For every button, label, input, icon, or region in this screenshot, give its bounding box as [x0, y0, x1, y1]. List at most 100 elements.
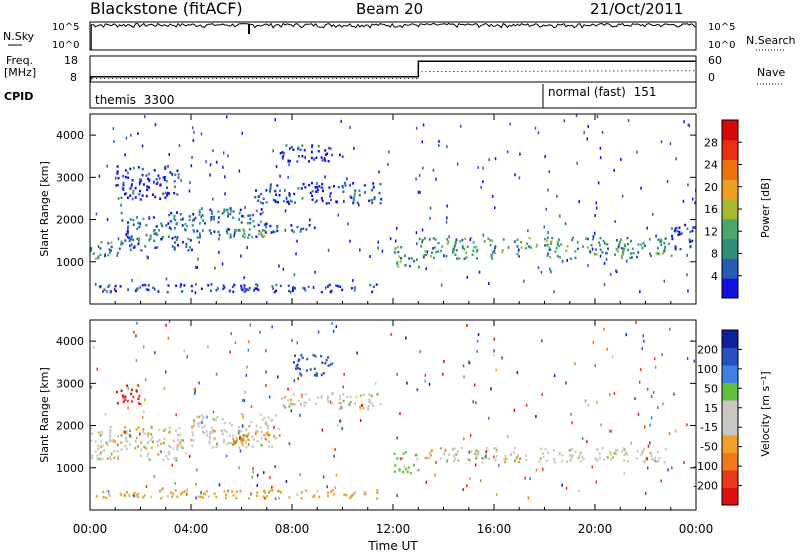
power-cell [291, 289, 294, 292]
velocity-speckle [239, 436, 241, 440]
power-cell [201, 229, 204, 232]
velocity-cell [179, 441, 182, 444]
power-cell [130, 183, 133, 186]
power-cell [518, 255, 521, 258]
power-speckle [285, 196, 288, 200]
velocity-speckle [406, 381, 408, 385]
velocity-cell [237, 429, 240, 433]
velocity-cell [146, 455, 149, 458]
power-cell [691, 229, 694, 233]
power-cell [576, 241, 579, 244]
power-cell [452, 250, 455, 253]
power-cell [257, 223, 260, 227]
velocity-speckle [256, 473, 259, 477]
power-cell [152, 286, 155, 289]
velocity-cell [348, 401, 351, 405]
power-cell [207, 284, 210, 287]
velocity-speckle [317, 330, 320, 334]
power-cell [159, 184, 162, 187]
velocity-speckle [625, 333, 627, 337]
power-colorbar-swatch [722, 258, 738, 279]
velocity-cell [364, 492, 367, 496]
power-cell [282, 152, 285, 155]
velocity-speckle [186, 355, 188, 359]
power-cell [598, 241, 601, 244]
power-cell [254, 287, 257, 290]
power-speckle [358, 203, 360, 207]
velocity-cell [295, 364, 298, 368]
velocity-speckle [265, 349, 267, 353]
velocity-cell [172, 492, 175, 496]
power-cell [90, 247, 93, 250]
velocity-cell [116, 443, 119, 446]
velocity-cell [514, 446, 516, 450]
velocity-speckle [638, 380, 641, 384]
power-cell [615, 248, 618, 251]
nsky-frame [89, 21, 697, 51]
power-cell [644, 244, 646, 248]
velocity-y-axis-label: Slant Range [km] [38, 367, 51, 463]
power-cell [272, 287, 275, 290]
velocity-cell [200, 414, 203, 417]
velocity-cell [444, 448, 447, 452]
velocity-speckle [252, 467, 254, 471]
nsearch-label: N.Search [746, 34, 796, 47]
power-cell [198, 213, 201, 216]
velocity-cell [178, 427, 181, 430]
power-cell [279, 284, 282, 288]
power-speckle [221, 262, 224, 266]
velocity-cell [301, 356, 304, 360]
velocity-cell [231, 434, 234, 438]
velocity-cell [354, 402, 356, 405]
velocity-speckle [240, 441, 242, 445]
velocity-cell [453, 457, 456, 460]
power-colorbar-label: Power [dB] [759, 178, 772, 238]
velocity-colorbar-swatch [722, 330, 738, 348]
power-cell [210, 210, 213, 213]
velocity-speckle [153, 475, 155, 478]
velocity-cell [268, 433, 271, 437]
power-cell [494, 246, 496, 250]
power-speckle [182, 217, 184, 221]
velocity-cell [228, 441, 231, 445]
velocity-cell [137, 495, 140, 499]
power-speckle [243, 276, 245, 280]
velocity-cell [157, 444, 159, 447]
velocity-cell [202, 492, 205, 496]
power-cell [132, 166, 135, 170]
power-cell [352, 197, 355, 201]
power-cell [487, 237, 490, 240]
velocity-speckle [339, 419, 342, 422]
power-cell [252, 219, 255, 223]
power-speckle [566, 258, 568, 262]
velocity-speckle [196, 468, 198, 472]
velocity-speckle [462, 488, 464, 492]
velocity-cell [150, 425, 153, 429]
power-cell [210, 216, 213, 219]
velocity-cell [117, 434, 119, 438]
power-cell [393, 250, 396, 254]
power-cell [432, 237, 435, 240]
power-cell [617, 250, 619, 253]
velocity-cell [623, 459, 626, 462]
power-y-tick-label: 4000 [56, 129, 84, 142]
power-cell [418, 237, 421, 241]
velocity-cell [210, 426, 213, 430]
power-speckle [324, 286, 327, 290]
velocity-cell [460, 446, 463, 450]
power-cell [137, 242, 140, 246]
power-cell [526, 242, 529, 245]
velocity-cell [349, 395, 352, 399]
velocity-speckle [581, 437, 584, 441]
power-cell [164, 191, 167, 195]
velocity-cell [109, 430, 112, 433]
power-cell [155, 225, 158, 228]
power-cell [242, 234, 244, 238]
power-cell [344, 184, 347, 187]
power-speckle [494, 157, 497, 161]
power-speckle [309, 218, 311, 222]
power-cell [272, 230, 275, 233]
power-cell [434, 238, 437, 241]
power-cell [574, 256, 577, 260]
power-cell [141, 173, 144, 177]
